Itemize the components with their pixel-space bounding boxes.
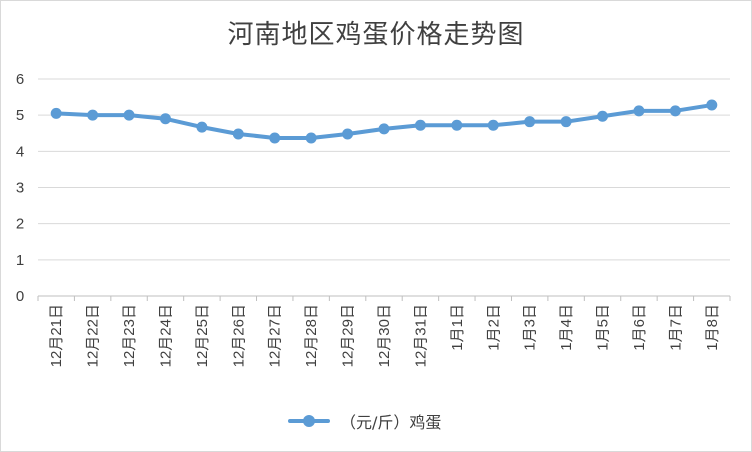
x-tick-label: 1月7日 [667, 304, 684, 351]
x-tick-label: 12月22日 [85, 304, 102, 367]
x-tick-label: 12月24日 [157, 304, 174, 367]
x-tick-label: 12月30日 [376, 304, 393, 367]
y-axis-tick-labels: 0 1 2 3 4 5 6 [16, 71, 24, 305]
data-point [414, 119, 426, 131]
y-tick-label: 5 [16, 107, 24, 124]
data-point [633, 105, 645, 117]
series-layer [50, 99, 718, 144]
x-tick-label: 1月4日 [558, 304, 575, 351]
x-tick-label: 1月3日 [522, 304, 539, 351]
x-tick-label: 12月23日 [121, 304, 138, 367]
x-axis-tick-labels: 12月21日 12月22日 12月23日 12月24日 12月25日 12月26日 12月2… [48, 304, 721, 367]
chart-title: 河南地区鸡蛋价格走势图 [227, 20, 525, 50]
data-point [50, 107, 62, 119]
y-tick-label: 4 [16, 143, 24, 160]
x-tick-label: 12月25日 [194, 304, 211, 367]
x-tick-label: 1月1日 [449, 304, 466, 351]
y-tick-label: 0 [16, 288, 24, 305]
data-point [159, 113, 171, 125]
x-tick-label: 12月26日 [230, 304, 247, 367]
data-point [669, 105, 681, 117]
legend-line-marker [288, 411, 330, 431]
x-tick-label: 12月28日 [303, 304, 320, 367]
data-point [87, 109, 99, 121]
x-tick-label: 1月8日 [704, 304, 721, 351]
x-tick-label: 1月6日 [631, 304, 648, 351]
x-tick-label: 12月21日 [48, 304, 65, 367]
data-point [487, 119, 499, 131]
x-tick-label: 1月2日 [485, 304, 502, 351]
y-tick-label: 6 [16, 71, 24, 88]
data-point [232, 128, 244, 140]
data-point [305, 132, 317, 144]
y-tick-label: 1 [16, 252, 24, 269]
data-point [560, 116, 572, 128]
data-point [378, 123, 390, 135]
data-point [451, 119, 463, 131]
x-tick-label: 1月5日 [595, 304, 612, 351]
y-tick-label: 2 [16, 216, 24, 233]
data-point [597, 110, 609, 122]
y-tick-label: 3 [16, 180, 24, 197]
data-point [342, 128, 354, 140]
data-point [123, 109, 135, 121]
data-point [524, 116, 536, 128]
data-point [706, 99, 718, 111]
data-point [196, 121, 208, 133]
x-tick-label: 12月27日 [267, 304, 284, 367]
data-point [269, 132, 281, 144]
x-tick-label: 12月29日 [340, 304, 357, 367]
legend: （元/斤）鸡蛋 [288, 409, 441, 433]
legend-label: （元/斤）鸡蛋 [340, 413, 442, 432]
x-tick-label: 12月31日 [412, 304, 429, 367]
